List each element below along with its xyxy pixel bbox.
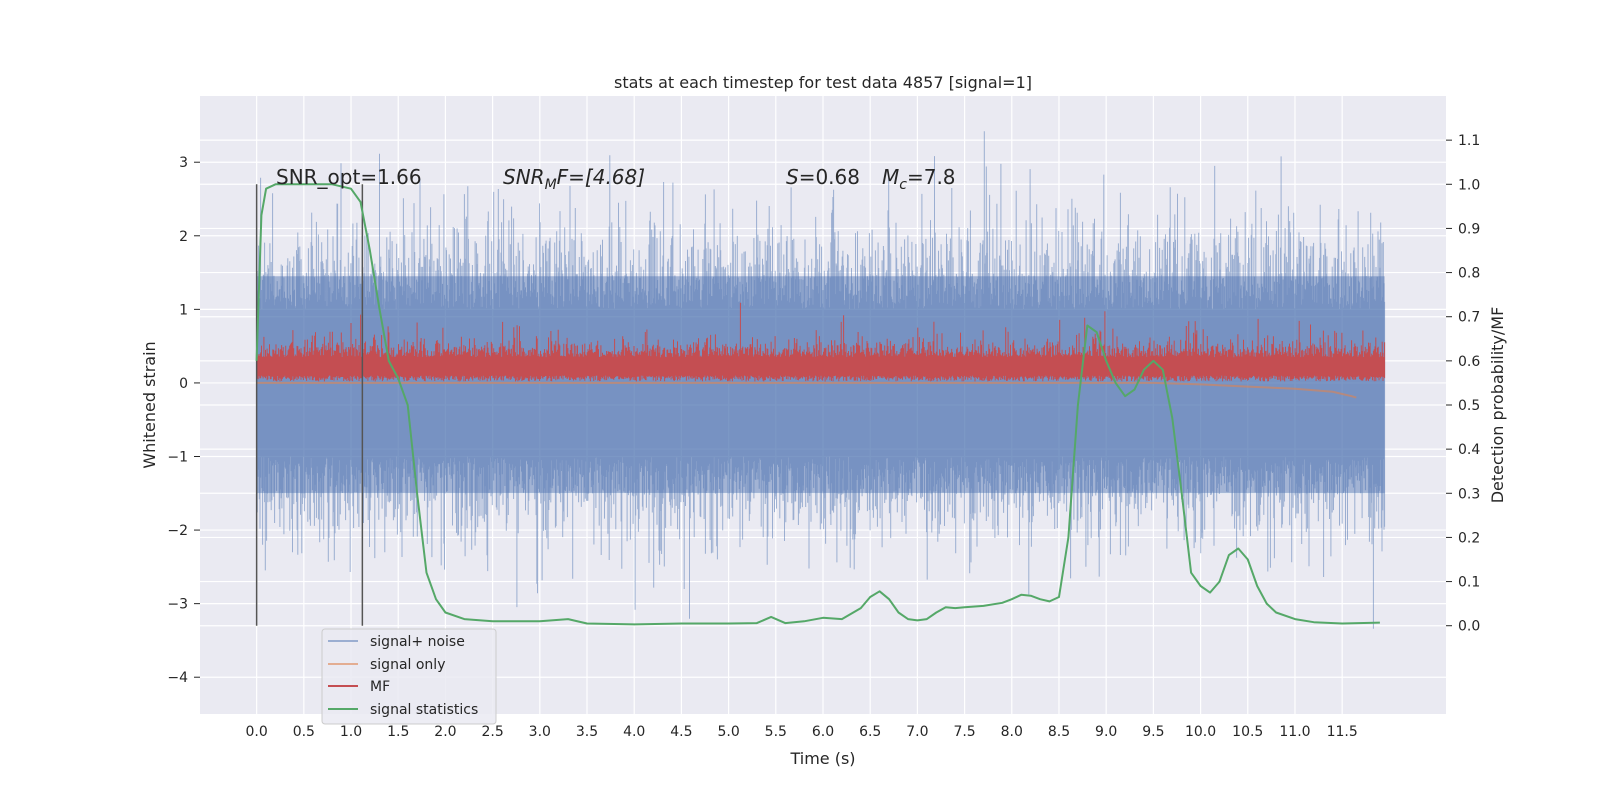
x-tick-label: 6.5 [859, 724, 881, 740]
mf-body [256, 358, 1385, 373]
y-tick-label: 3 [179, 155, 188, 171]
annotation-snr-mf: SNRMF=[4.68] [503, 165, 645, 193]
x-tick-label: 1.0 [340, 724, 362, 740]
chart-title: stats at each timestep for test data 485… [614, 73, 1032, 92]
annotation-s-value: =0.68 [799, 165, 860, 189]
y2-tick-label: 0.6 [1458, 354, 1480, 370]
annotation-snr-mf-name: SNR [503, 165, 545, 189]
x-tick-label: 7.5 [953, 724, 975, 740]
annotation-s-name: S [786, 165, 799, 189]
x-tick-label: 5.5 [765, 724, 787, 740]
x-tick-label: 11.0 [1279, 724, 1310, 740]
x-tick-label: 10.5 [1232, 724, 1263, 740]
annotation-mc-subscript: c [899, 177, 907, 193]
legend: signal+ noise signal only MF signal stat… [321, 628, 497, 725]
signal-only-line [256, 381, 1357, 399]
y-tick-label: −4 [167, 670, 188, 686]
x-tick-label: 9.0 [1095, 724, 1117, 740]
y2-tick-label: 0.4 [1458, 442, 1480, 458]
y2-tick-label: 0.8 [1458, 266, 1480, 282]
x-tick-label: 0.0 [246, 724, 268, 740]
y2-tick-label: 0.3 [1458, 486, 1480, 502]
x-tick-label: 11.5 [1327, 724, 1358, 740]
x-tick-label: 8.5 [1048, 724, 1070, 740]
legend-label-signal-statistics: signal statistics [370, 702, 478, 718]
x-tick-label: 9.5 [1142, 724, 1164, 740]
y2-tick-label: 0.1 [1458, 575, 1480, 591]
y2-axis-label: Detection probability/MF [1488, 307, 1507, 504]
signal-only-series [256, 381, 1357, 399]
y2-tick-label: 0.0 [1458, 619, 1480, 635]
x-tick-label: 4.5 [670, 724, 692, 740]
x-tick-label: 6.0 [812, 724, 834, 740]
y2-tick-label: 0.2 [1458, 530, 1480, 546]
x-tick-label: 2.5 [481, 724, 503, 740]
x-axis-ticks: 0.0 0.5 1.0 1.5 2.0 2.5 3.0 3.5 4.0 4.5 5.0 5.5 6.0 6… [246, 724, 1358, 740]
annotation-mc-value: =7.8 [907, 165, 956, 189]
y-axis-label: Whitened strain [140, 341, 159, 468]
y2-axis-ticks: 1.1 1.0 0.9 0.8 0.7 0.6 0.5 0.4 0.3 0.2 0.1 0.0 [1446, 133, 1480, 635]
signal-statistics-series [255, 183, 1380, 626]
legend-box [321, 628, 497, 725]
x-tick-label: 3.0 [529, 724, 551, 740]
y-tick-label: −3 [167, 597, 188, 613]
y-tick-label: −1 [167, 450, 188, 466]
y2-tick-label: 1.0 [1458, 177, 1480, 193]
y-tick-label: 1 [179, 302, 188, 318]
y-tick-label: −2 [167, 523, 188, 539]
legend-label-mf: MF [370, 679, 390, 695]
x-axis-label: Time (s) [789, 749, 855, 768]
x-tick-label: 0.5 [293, 724, 315, 740]
y2-tick-label: 0.7 [1458, 310, 1480, 326]
annotation-snr-opt: SNR_opt=1.66 [276, 165, 422, 189]
y-axis-ticks: 3 2 1 0 −1 −2 −3 −4 [167, 155, 200, 686]
legend-label-signal-noise: signal+ noise [370, 634, 465, 650]
x-tick-label: 8.0 [1001, 724, 1023, 740]
y-tick-label: 2 [179, 229, 188, 245]
x-tick-label: 3.5 [576, 724, 598, 740]
annotation-s: S=0.68 [786, 165, 860, 189]
annotation-mc: Mc=7.8 [882, 165, 956, 193]
vertical-markers [255, 184, 364, 626]
x-tick-label: 7.0 [906, 724, 928, 740]
legend-label-signal-only: signal only [370, 657, 445, 673]
annotation-snr-mf-value: F=[4.68] [557, 165, 645, 189]
x-tick-label: 5.0 [717, 724, 739, 740]
annotation-mc-name: M [882, 165, 899, 189]
annotation-snr-mf-subscript: M [545, 177, 557, 193]
y2-tick-label: 0.9 [1458, 221, 1480, 237]
signal-statistics-line [255, 183, 1380, 626]
x-tick-label: 2.0 [434, 724, 456, 740]
x-tick-label: 4.0 [623, 724, 645, 740]
x-tick-label: 1.5 [387, 724, 409, 740]
y2-tick-label: 0.5 [1458, 398, 1480, 414]
x-tick-label: 10.0 [1185, 724, 1216, 740]
y-tick-label: 0 [179, 376, 188, 392]
y2-tick-label: 1.1 [1458, 133, 1480, 149]
